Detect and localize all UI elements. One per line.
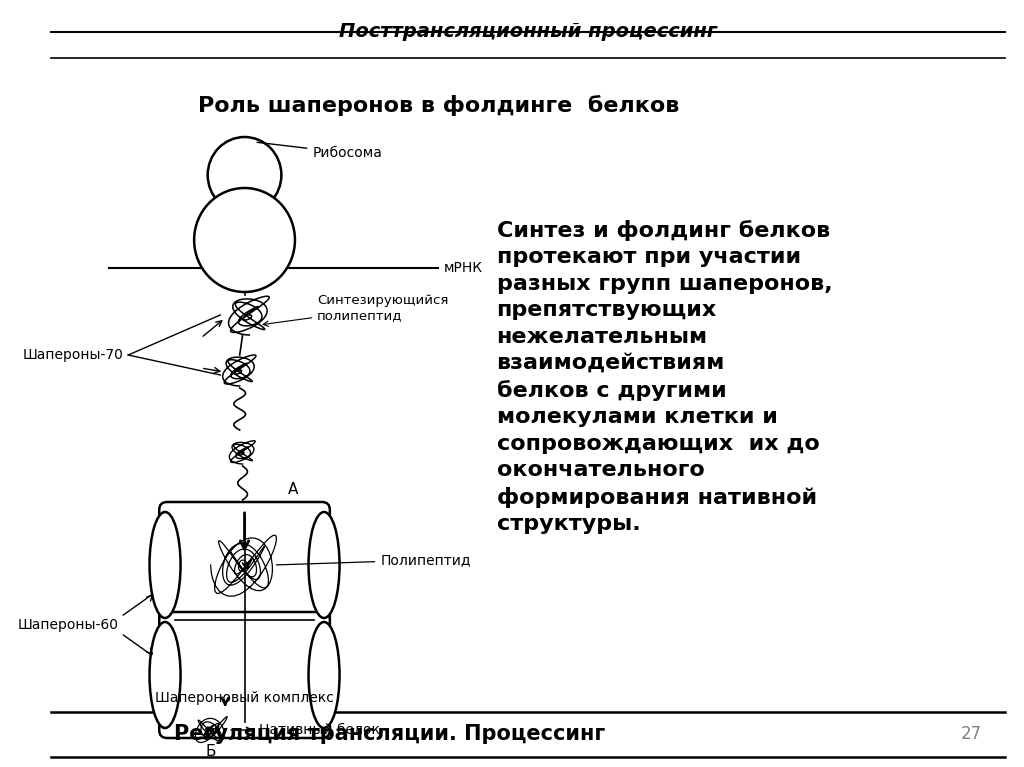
Text: Шапероны-60: Шапероны-60	[17, 618, 119, 632]
Text: Синтезирующийся
полипептид: Синтезирующийся полипептид	[263, 294, 449, 326]
Text: мРНК: мРНК	[443, 261, 482, 275]
Text: Посттрансляционный процессинг: Посттрансляционный процессинг	[339, 22, 717, 41]
FancyBboxPatch shape	[159, 612, 330, 738]
Text: Б: Б	[206, 745, 216, 759]
Text: Роль шаперонов в фолдинге  белков: Роль шаперонов в фолдинге белков	[198, 95, 679, 116]
Text: А: А	[288, 482, 298, 498]
Text: Полипептид: Полипептид	[276, 553, 471, 567]
Text: Шапероновый комплекс: Шапероновый комплекс	[155, 691, 334, 705]
Text: Нативный белок: Нативный белок	[230, 723, 380, 737]
Ellipse shape	[308, 622, 340, 728]
Circle shape	[195, 188, 295, 292]
Ellipse shape	[150, 512, 180, 618]
Ellipse shape	[308, 512, 340, 618]
Text: Шапероны-70: Шапероны-70	[23, 348, 123, 362]
FancyBboxPatch shape	[159, 502, 330, 628]
Text: Рибосома: Рибосома	[257, 143, 382, 160]
Text: Синтез и фолдинг белков
протекают при участии
разных групп шаперонов,
препятству: Синтез и фолдинг белков протекают при уч…	[497, 220, 833, 534]
Text: 27: 27	[962, 725, 982, 743]
Circle shape	[208, 137, 282, 213]
Text: Регуляция трансляции. Процессинг: Регуляция трансляции. Процессинг	[174, 724, 605, 744]
Ellipse shape	[150, 622, 180, 728]
